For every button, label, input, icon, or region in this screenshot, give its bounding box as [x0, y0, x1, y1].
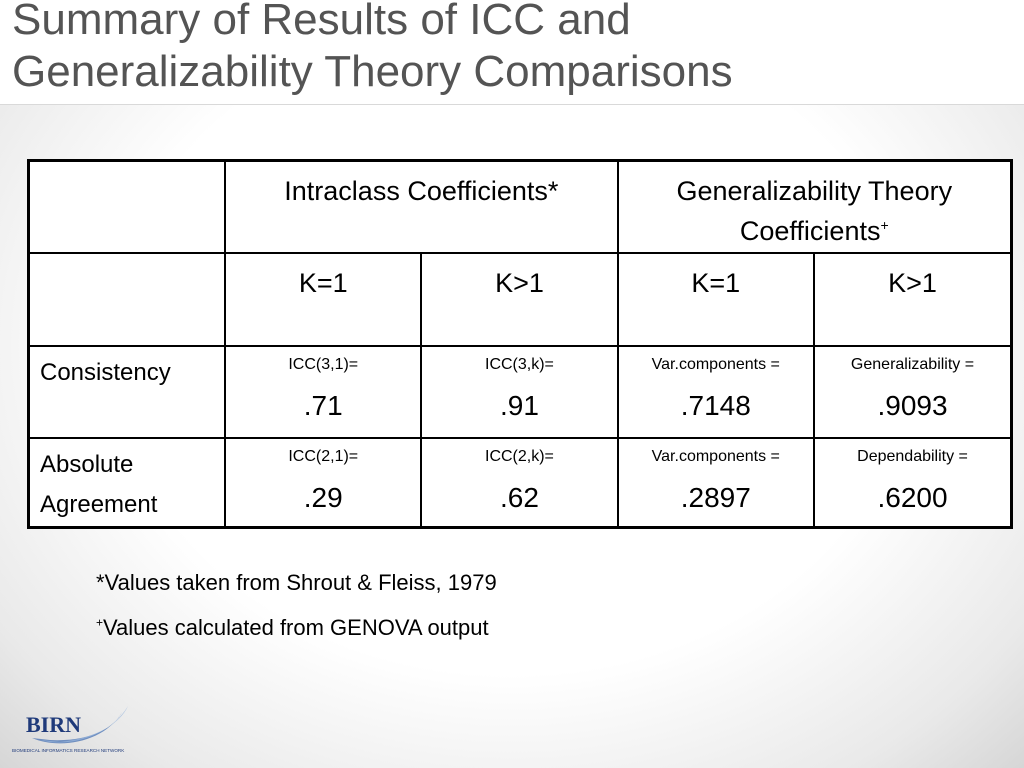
- logo-wordmark: BIRN: [26, 712, 81, 737]
- value-cell: ICC(2,1)= .29: [224, 437, 423, 529]
- cell-caption: Dependability =: [857, 448, 968, 465]
- value-cell: ICC(3,1)= .71: [224, 345, 423, 439]
- gt-header-line-1: Generalizability Theory: [676, 176, 953, 206]
- cell-caption: Var.components =: [651, 356, 780, 373]
- row-label: Absolute Agreement: [30, 439, 224, 525]
- table-corner-cell: [27, 159, 227, 254]
- footnote-genova: +Values calculated from GENOVA output: [96, 605, 497, 650]
- cell-value: .71: [303, 390, 343, 421]
- cell-value: .62: [499, 482, 539, 513]
- k-row: K=1 K>1 K=1 K>1: [27, 252, 1014, 347]
- icc-header: Intraclass Coefficients*: [284, 176, 559, 206]
- icc-header-cell: Intraclass Coefficients*: [224, 159, 619, 254]
- row-label-cell: Absolute Agreement: [27, 437, 227, 529]
- value-cell: ICC(3,k)= .91: [420, 345, 619, 439]
- gt-header-plus-mark: +: [880, 217, 889, 233]
- value-cell: Dependability = .6200: [813, 437, 1014, 529]
- birn-logo: BIRN BIOMEDICAL INFORMATICS RESEARCH NET…: [12, 706, 128, 753]
- k-label: K>1: [495, 268, 544, 298]
- footnote-plus-mark: +: [96, 615, 104, 630]
- row-label-line-1: Consistency: [40, 359, 171, 386]
- cell-value: .7148: [680, 390, 751, 421]
- table-row-absolute-agreement: Absolute Agreement ICC(2,1)= .29 ICC(2,k…: [27, 437, 1014, 529]
- cell-caption: ICC(3,k)=: [485, 356, 554, 373]
- k-label: K=1: [298, 268, 348, 298]
- results-table: Intraclass Coefficients* Generalizabilit…: [27, 159, 1014, 529]
- cell-value: .9093: [877, 390, 948, 421]
- value-cell: Var.components = .2897: [616, 437, 816, 529]
- value-cell: ICC(2,k)= .62: [420, 437, 619, 529]
- k-cell: K=1: [224, 252, 423, 347]
- cell-value: .2897: [680, 482, 751, 513]
- title-bar: Summary of Results of ICC and Generaliza…: [0, 0, 1024, 105]
- table-header-row: Intraclass Coefficients* Generalizabilit…: [27, 159, 1013, 254]
- cell-value: .6200: [877, 482, 948, 513]
- cell-caption: Var.components =: [651, 448, 780, 465]
- cell-caption: ICC(2,k)=: [485, 448, 554, 465]
- k-cell: K>1: [813, 252, 1014, 347]
- cell-value: .91: [499, 390, 539, 421]
- table-row-consistency: Consistency ICC(3,1)= .71 ICC(3,k)= .91 …: [27, 345, 1014, 439]
- k-label: K>1: [888, 268, 937, 298]
- footnote-genova-text: Values calculated from GENOVA output: [103, 615, 489, 640]
- row-label-line-2: Agreement: [40, 491, 158, 518]
- k-row-label-cell: [27, 252, 227, 347]
- row-label-line-1: Absolute: [40, 451, 134, 478]
- row-label-cell: Consistency: [27, 345, 227, 439]
- row-label: Consistency: [30, 347, 224, 393]
- gt-header-cell: Generalizability Theory Coefficients+: [616, 159, 1013, 254]
- k-label: K=1: [691, 268, 741, 298]
- value-cell: Generalizability = .9093: [813, 345, 1014, 439]
- footnote-shrout-fleiss: *Values taken from Shrout & Fleiss, 1979: [96, 570, 497, 595]
- value-cell: Var.components = .7148: [616, 345, 816, 439]
- logo-tagline: BIOMEDICAL INFORMATICS RESEARCH NETWORK: [12, 748, 125, 753]
- cell-value: .29: [303, 482, 343, 513]
- gt-header: Generalizability Theory Coefficients+: [619, 162, 1010, 251]
- slide-title-line-1: Summary of Results of ICC and: [12, 0, 631, 44]
- k-cell: K>1: [420, 252, 619, 347]
- slide-title: Summary of Results of ICC and Generaliza…: [12, 0, 733, 98]
- footnotes: *Values taken from Shrout & Fleiss, 1979…: [96, 560, 497, 650]
- gt-header-line-2: Coefficients: [739, 216, 881, 246]
- k-cell: K=1: [616, 252, 816, 347]
- cell-caption: Generalizability =: [850, 356, 975, 373]
- cell-caption: ICC(2,1)=: [288, 448, 359, 465]
- cell-caption: ICC(3,1)=: [288, 356, 359, 373]
- slide-title-line-2: Generalizability Theory Comparisons: [12, 47, 733, 96]
